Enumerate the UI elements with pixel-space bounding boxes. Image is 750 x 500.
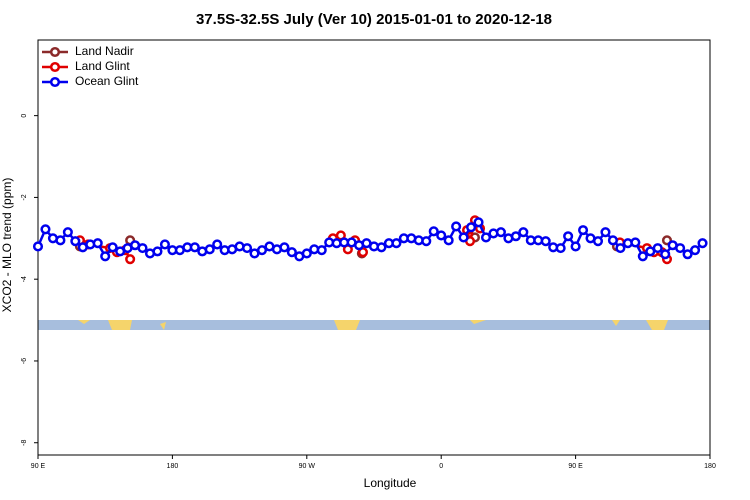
series-point — [316, 245, 327, 256]
legend-swatch-point — [49, 46, 61, 58]
land-patch — [334, 320, 360, 330]
series-point — [256, 245, 268, 256]
x-tick-label: 90 W — [299, 463, 316, 470]
series-point — [436, 230, 447, 241]
series-point — [630, 237, 641, 248]
series-point — [592, 236, 604, 247]
series-point — [40, 224, 51, 235]
series-point — [563, 231, 574, 242]
y-tick-label: -8 — [21, 440, 28, 446]
series-point — [107, 242, 118, 253]
x-axis-label: Longitude — [364, 476, 417, 490]
x-tick-label: 180 — [704, 463, 716, 470]
series-point — [555, 243, 566, 254]
series-point — [125, 254, 136, 265]
series-point — [279, 242, 290, 253]
series-point — [421, 236, 432, 247]
x-tick-label: 180 — [167, 463, 179, 470]
series-point — [473, 217, 484, 228]
y-tick-label: -4 — [21, 276, 28, 282]
series-point — [286, 247, 297, 258]
series-point — [466, 222, 477, 233]
series-point — [32, 241, 44, 252]
series-point — [189, 242, 200, 253]
series-point — [570, 241, 581, 252]
land-patch — [160, 322, 166, 330]
series-point — [690, 245, 701, 256]
series-point — [70, 236, 81, 247]
series-point — [615, 243, 626, 254]
series-point — [607, 235, 618, 246]
series-point — [451, 221, 462, 232]
legend-label: Land Nadir — [75, 44, 134, 58]
series-point — [480, 232, 492, 243]
land-patch — [78, 320, 90, 324]
series-point — [660, 249, 671, 260]
y-axis-label: XCO2 - MLO trend (ppm) — [0, 178, 14, 313]
series-point — [137, 243, 148, 254]
series-point — [391, 238, 402, 249]
land-patch — [108, 320, 132, 330]
series-point — [152, 246, 163, 257]
land-patch — [612, 320, 620, 326]
series-point — [92, 238, 103, 249]
x-tick-label: 0 — [439, 463, 443, 470]
series-point — [159, 239, 170, 250]
legend-label: Land Glint — [75, 59, 130, 73]
series-point — [637, 251, 648, 262]
y-tick-label: -6 — [21, 358, 28, 364]
land-patch — [470, 320, 486, 324]
series-point — [652, 243, 663, 254]
chart-title: 37.5S-32.5S July (Ver 10) 2015-01-01 to … — [196, 11, 552, 28]
y-tick-label: -2 — [21, 194, 28, 200]
y-tick-label: 0 — [21, 114, 28, 118]
series-point — [600, 227, 611, 238]
series-point — [682, 249, 693, 260]
series-point — [55, 235, 66, 246]
series-point — [204, 244, 215, 255]
legend-swatch-point — [49, 61, 61, 73]
x-tick-label: 90 E — [568, 463, 583, 470]
series-point — [301, 248, 312, 259]
series-point — [100, 251, 111, 262]
series-point — [376, 242, 387, 253]
land-ocean-strip — [38, 320, 710, 330]
series-point — [242, 243, 253, 254]
series-point — [540, 236, 551, 247]
series-point — [62, 227, 73, 238]
series-point — [510, 231, 521, 242]
series-point — [675, 243, 686, 254]
legend-swatch-point — [49, 76, 61, 88]
series-point — [428, 226, 439, 237]
land-patch — [646, 320, 668, 330]
series-point — [578, 225, 589, 236]
series-point — [212, 239, 223, 250]
series-point — [518, 227, 529, 238]
legend-label: Ocean Glint — [75, 74, 139, 88]
x-tick-label: 90 E — [31, 463, 46, 470]
series-point — [495, 227, 506, 238]
ocean-strip — [38, 320, 710, 330]
series-point — [458, 232, 469, 243]
series-point — [443, 235, 454, 246]
series-point — [697, 238, 708, 249]
